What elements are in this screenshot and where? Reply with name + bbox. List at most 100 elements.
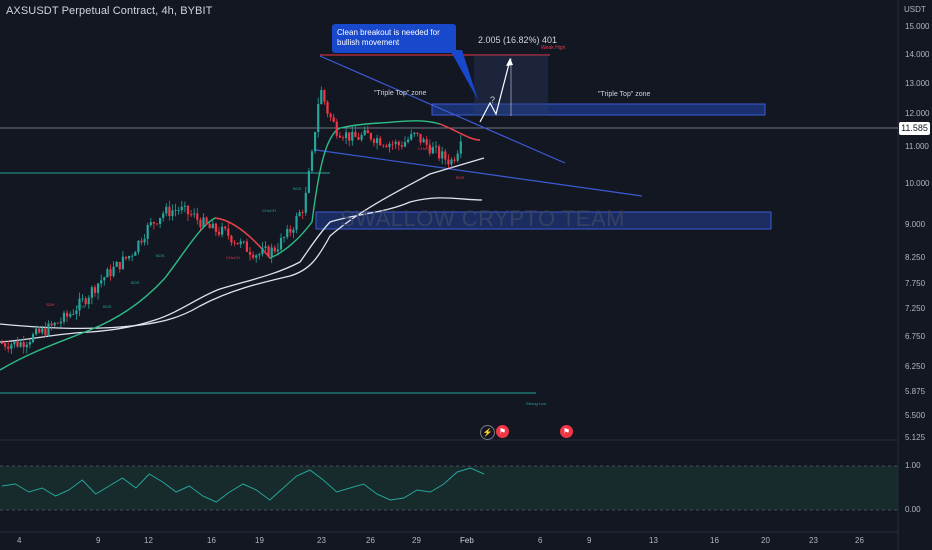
candle-body xyxy=(459,141,462,154)
callout-note[interactable]: Clean breakout is needed for bullish mov… xyxy=(332,24,456,53)
candle-body xyxy=(298,212,301,217)
lightning-icon[interactable]: ⚡ xyxy=(480,425,495,440)
time-tick-label: 16 xyxy=(207,536,216,545)
demand-zone[interactable] xyxy=(315,211,772,230)
candle-body xyxy=(38,328,41,333)
bos-label-1: BOS xyxy=(293,186,302,191)
fast-moving-average xyxy=(0,120,481,371)
candle-body xyxy=(410,133,413,140)
candle-body xyxy=(174,210,177,211)
candle-body xyxy=(137,240,140,252)
candle-body xyxy=(84,298,87,305)
candle-body xyxy=(19,342,22,347)
candle-body xyxy=(190,214,193,216)
price-tick-label: 10.000 xyxy=(905,179,930,188)
time-tick-label: 16 xyxy=(710,536,719,545)
oscillator-band xyxy=(0,466,898,510)
fast-ma-bear-segment xyxy=(214,217,271,259)
candle-body xyxy=(456,153,459,161)
oscillator-line xyxy=(1,467,485,503)
candle-body xyxy=(78,298,81,311)
candle-body xyxy=(320,90,323,105)
candle-body xyxy=(202,217,205,228)
candle-body xyxy=(115,262,118,267)
candle-body xyxy=(31,334,35,343)
candle-body xyxy=(199,219,202,228)
osc-tick-upper: 1.00 xyxy=(905,461,921,470)
candle-body xyxy=(372,139,376,144)
price-tick-label: 5.875 xyxy=(905,387,926,396)
weak-high-label: Weak High xyxy=(541,45,566,51)
candle-body xyxy=(248,251,252,255)
candle-body xyxy=(304,192,307,213)
projection-arrow-head xyxy=(506,58,513,66)
candle-body xyxy=(62,312,66,322)
candle-body xyxy=(267,246,270,257)
candle-body xyxy=(261,248,264,255)
candle-body xyxy=(217,231,221,235)
candle-body xyxy=(177,210,180,211)
candle-body xyxy=(351,131,354,141)
flag-icon[interactable]: ⚑ xyxy=(496,425,509,438)
price-tick-label: 5.125 xyxy=(905,433,926,442)
time-tick-label: 6 xyxy=(538,536,543,545)
candle-body xyxy=(230,235,233,243)
candle-body xyxy=(97,283,100,293)
candle-body xyxy=(168,206,171,217)
candle-body xyxy=(47,323,50,336)
triple-top-zone[interactable] xyxy=(431,103,766,116)
price-tick-label: 5.500 xyxy=(905,411,926,420)
candle-body xyxy=(90,287,93,298)
triple-top-label-left: "Triple Top" zone xyxy=(374,90,427,97)
candle-body xyxy=(326,101,329,114)
candle-body xyxy=(407,139,410,143)
candle-body xyxy=(332,117,335,122)
candle-body xyxy=(155,223,159,225)
candle-body xyxy=(252,254,255,258)
candle-body xyxy=(354,131,357,137)
candle-body xyxy=(258,254,261,256)
price-tick-label: 14.000 xyxy=(905,50,930,59)
candle-body xyxy=(152,222,155,224)
candle-body xyxy=(422,139,425,143)
candle-body xyxy=(270,247,273,257)
candle-body xyxy=(379,138,382,146)
candle-body xyxy=(447,159,450,165)
triple-top-label-right: "Triple Top" zone xyxy=(598,91,651,98)
candle-body xyxy=(81,298,84,300)
candle-body xyxy=(171,210,174,217)
time-tick-label: 23 xyxy=(809,536,818,545)
candle-body xyxy=(357,136,360,140)
bos-label-3: BOS xyxy=(131,280,140,285)
candle-body xyxy=(128,256,131,259)
sdh-label: SDH xyxy=(46,302,55,307)
time-tick-label: 20 xyxy=(761,536,770,545)
candle-body xyxy=(245,241,248,252)
candle-body xyxy=(143,238,146,243)
candle-body xyxy=(233,242,236,244)
flag-icon-2[interactable]: ⚑ xyxy=(560,425,573,438)
time-tick-label: 4 xyxy=(17,536,22,545)
projection-arrow[interactable] xyxy=(479,59,511,123)
strong-low-label: Strong Low xyxy=(526,401,547,406)
lower-trendline[interactable] xyxy=(315,149,643,197)
choch-label-1: CHoCH xyxy=(226,255,240,260)
candle-body xyxy=(391,143,394,145)
candle-body xyxy=(394,141,397,144)
price-tick-label: 13.000 xyxy=(905,79,930,88)
candle-body xyxy=(292,229,295,233)
candle-body xyxy=(366,130,369,134)
bos-label-6: BOS xyxy=(456,175,465,180)
upper-trendline[interactable] xyxy=(319,55,566,164)
candle-body xyxy=(431,147,434,154)
candle-body xyxy=(314,131,317,152)
time-tick-label: 26 xyxy=(855,536,864,545)
candle-body xyxy=(441,151,444,159)
candle-body xyxy=(121,256,124,270)
candle-body xyxy=(236,242,239,245)
candle-body xyxy=(341,137,345,139)
candle-body xyxy=(434,146,438,148)
candle-body xyxy=(35,328,38,335)
